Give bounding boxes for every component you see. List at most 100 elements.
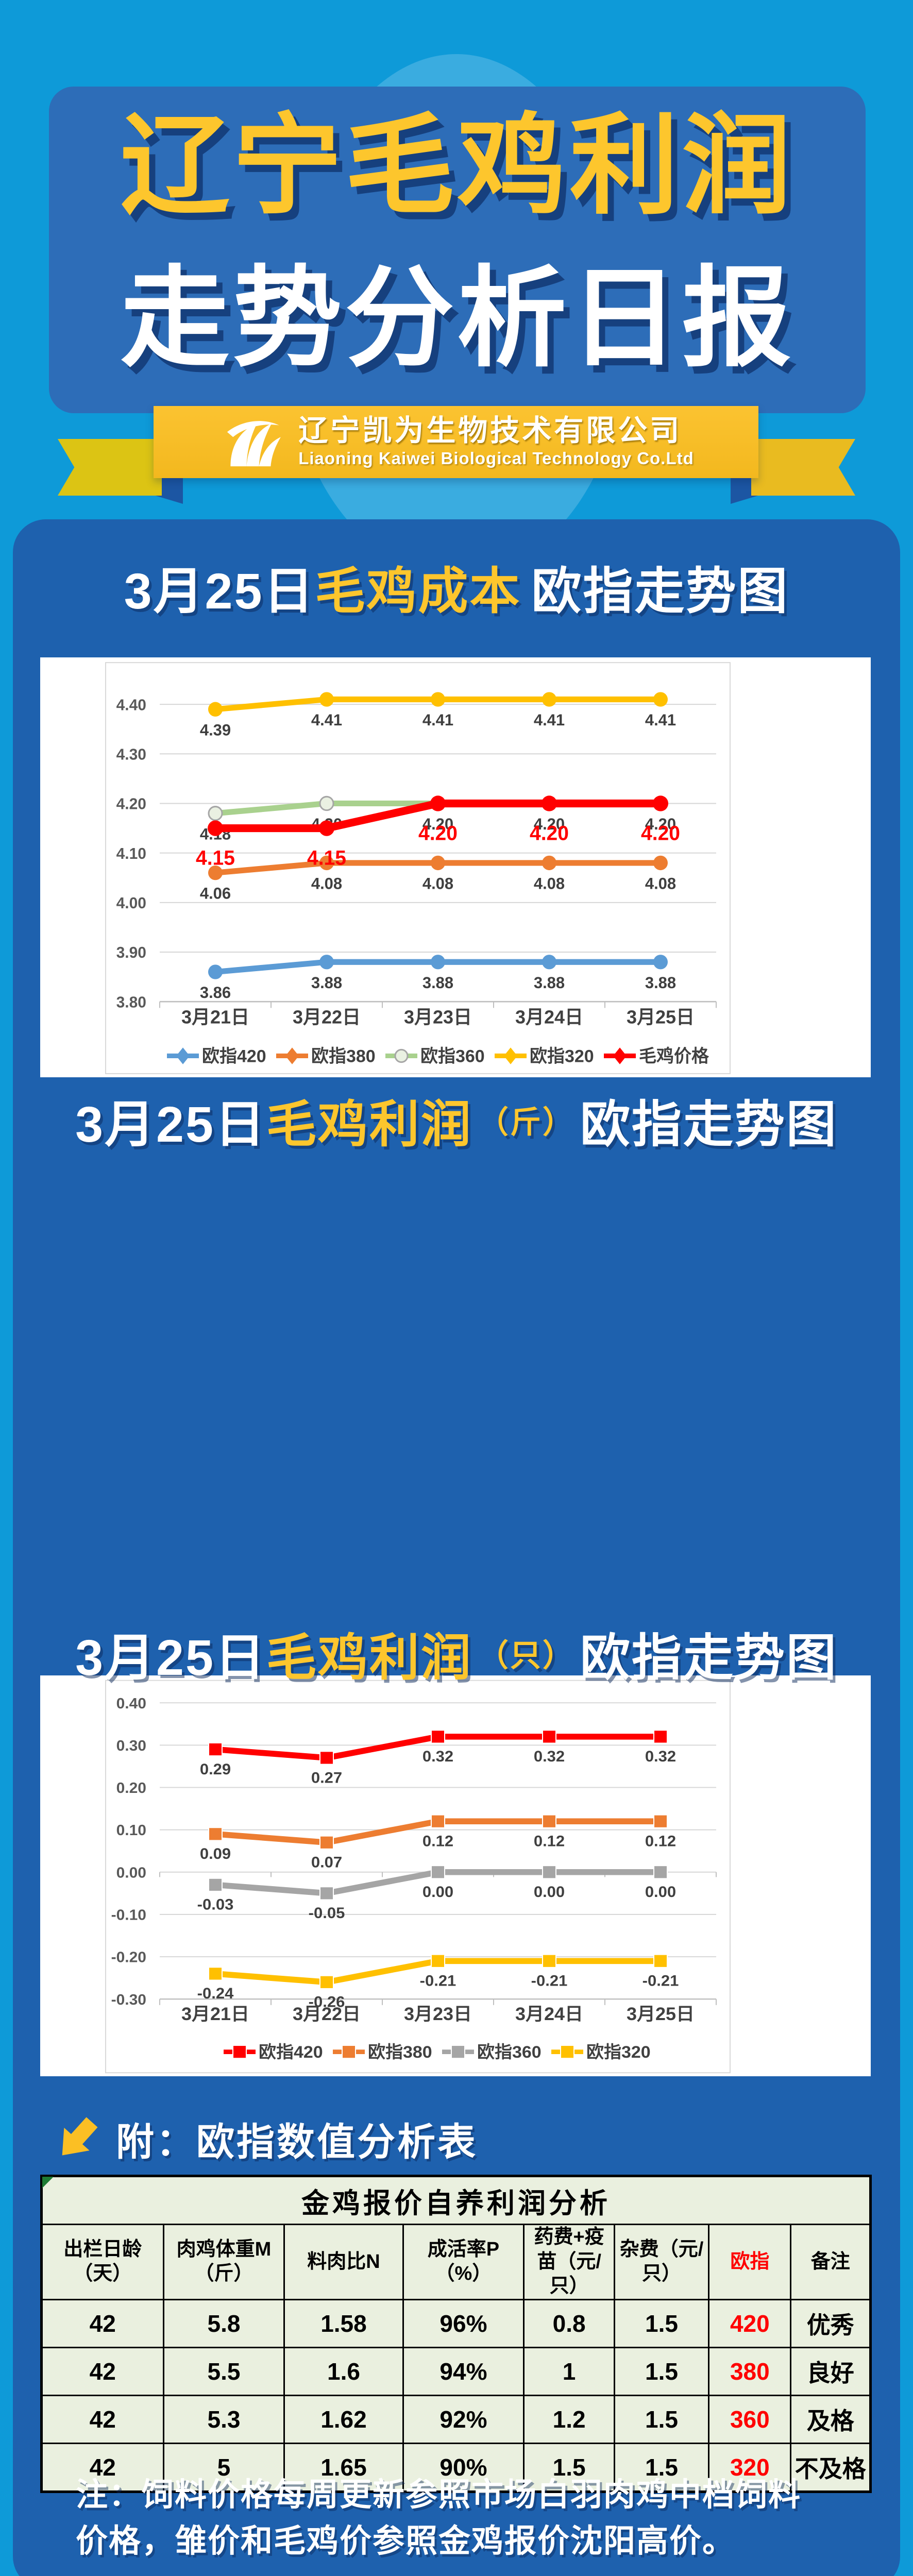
footnote: 注：饲料价格每周更新参照市场白羽肉鸡中档饲料 价格，雏价和毛鸡价参照金鸡报价沈阳… [76,2472,859,2565]
table-cell: 1.65 [283,2442,404,2493]
ribbon-tail-right [751,439,855,496]
yellow-arrow-icon [62,2116,98,2155]
profit-analysis-table: 金鸡报价自养利润分析 出栏日龄（天） 肉鸡体重M（斤） 料肉比N 成活率P（%） 药费+… [40,2175,872,2493]
table-col-header: 料肉比N [283,2224,404,2300]
table-cell: 96% [402,2298,525,2348]
svg-text:4.08: 4.08 [311,874,342,892]
svg-text:4.41: 4.41 [311,711,342,729]
table-cell: 1.5 [613,2442,710,2493]
svg-text:3月23日: 3月23日 [404,1007,472,1028]
svg-text:4.20: 4.20 [116,795,146,812]
svg-text:-0.24: -0.24 [197,1985,234,2002]
svg-text:4.41: 4.41 [534,711,565,729]
svg-text:4.20: 4.20 [534,815,565,833]
table-cell: 不及格 [790,2442,871,2493]
table-cell: 360 [708,2394,792,2444]
table-col-header: 欧指 [708,2224,792,2300]
svg-text:3.88: 3.88 [534,974,565,992]
table-cell: 及格 [790,2394,871,2444]
table-cell: 1.58 [283,2298,404,2348]
svg-text:3月25日: 3月25日 [627,2004,695,2024]
table-cell: 5.5 [162,2346,285,2396]
svg-text:4.08: 4.08 [645,874,676,892]
table-cell: 42 [41,2346,164,2396]
chart-section-profit-bird: 3月25日 毛鸡利润 （只） 欧指走势图 2.001.501.000.500.0… [13,1617,900,1689]
analysis-table: 金鸡报价自养利润分析 出栏日龄（天） 肉鸡体重M（斤） 料肉比N 成活率P（%） 药费+… [40,2175,872,2493]
table-cell: 5.8 [162,2298,285,2348]
table-cell: 优秀 [790,2298,871,2348]
svg-text:0.12: 0.12 [422,1833,453,1850]
table-cell: 92% [402,2394,525,2444]
svg-text:欧指320: 欧指320 [530,1046,594,1066]
svg-text:4.15: 4.15 [307,846,346,869]
svg-text:0.07: 0.07 [311,1854,342,1871]
chart2-title: 3月25日 毛鸡利润 （斤） 欧指走势图 [13,1083,900,1156]
svg-text:-0.21: -0.21 [531,1972,568,1989]
svg-text:0.12: 0.12 [645,1833,676,1850]
svg-text:0.29: 0.29 [200,1760,231,1777]
table-cell: 1.2 [523,2394,615,2444]
svg-text:4.08: 4.08 [534,874,565,892]
svg-text:欧指320: 欧指320 [586,2043,651,2062]
table-cell: 1.5 [523,2442,615,2493]
main-title-line1: 辽宁毛鸡利润 [120,105,794,227]
svg-text:4.41: 4.41 [645,711,676,729]
svg-text:3.88: 3.88 [311,974,342,992]
company-names: 辽宁凯为生物技术有限公司 Liaoning Kaiwei Biological … [298,414,694,470]
svg-text:欧指380: 欧指380 [311,1046,376,1066]
svg-text:4.41: 4.41 [422,711,453,729]
svg-text:3.88: 3.88 [645,974,676,992]
table-cell: 5 [162,2442,285,2493]
table-cell: 90% [402,2442,525,2493]
svg-text:4.20: 4.20 [418,822,458,844]
chart3-title-suffix: 欧指走势图 [580,1629,838,1686]
svg-text:3月24日: 3月24日 [515,2004,583,2024]
svg-text:4.20: 4.20 [645,815,676,833]
svg-text:4.08: 4.08 [422,874,453,892]
svg-text:-0.05: -0.05 [309,1905,345,1922]
company-logo-icon [227,421,281,467]
chart3-title-prefix: 3月25日 [75,1629,266,1686]
table-cell: 1.5 [613,2346,710,2396]
table-cell: 1.5 [613,2298,710,2348]
svg-text:-0.21: -0.21 [643,1972,679,1989]
svg-text:0.12: 0.12 [534,1833,565,1850]
chart1-card: 4.40 4.30 4.20 4.10 4.00 3.90 3.80 3月21日 3月22日 3月… [40,657,871,1077]
svg-text:3.90: 3.90 [116,944,146,961]
svg-text:0.10: 0.10 [116,1822,146,1839]
footnote-line1: 注：饲料价格每周更新参照市场白羽肉鸡中档饲料 [76,2477,802,2513]
profit-per-jin-line-chart: 0.40 0.30 0.20 0.10 0.00 -0.10 -0.20 -0.30 3月21日… [105,1680,731,2074]
svg-text:欧指360: 欧指360 [420,1046,485,1066]
svg-text:-0.21: -0.21 [420,1972,457,1989]
svg-text:4.06: 4.06 [200,885,231,903]
table-cell: 42 [41,2394,164,2444]
chart2-card: 0.40 0.30 0.20 0.10 0.00 -0.10 -0.20 -0.30 3月21日… [40,1675,871,2076]
table-row: 42 5 1.65 90% 1.5 1.5 320 不及格 [41,2442,871,2493]
chart2-title-suffix: 欧指走势图 [580,1096,838,1153]
svg-text:0.20: 0.20 [116,1780,146,1797]
main-title-line2: 走势分析日报 [120,257,794,379]
svg-text:3月21日: 3月21日 [181,2004,249,2024]
table-row: 42 5.8 1.58 96% 0.8 1.5 420 优秀 [41,2298,871,2348]
svg-text:4.00: 4.00 [116,895,146,912]
chart-section-profit-jin: 3月25日 毛鸡利润 （斤） 欧指走势图 0.40 0.30 0.20 0.10 0.0… [13,1083,900,2076]
chart1-title-suffix: 欧指走势图 [531,563,789,619]
svg-text:0.27: 0.27 [311,1769,342,1786]
svg-text:欧指420: 欧指420 [202,1046,266,1066]
table-title: 金鸡报价自养利润分析 [41,2175,871,2225]
svg-text:欧指360: 欧指360 [477,2043,542,2062]
chart3-title-paren: （只） [477,1638,575,1673]
svg-text:4.39: 4.39 [200,721,231,739]
svg-text:3.88: 3.88 [422,974,453,992]
svg-text:4.20: 4.20 [422,815,453,833]
chart-section-cost: 3月25日 毛鸡成本 欧指走势图 4.40 4.30 4.20 4.10 4.00 3.9… [13,550,900,1077]
analysis-header-text: 附：欧指数值分析表 [116,2121,478,2163]
table-cell: 1.5 [613,2394,710,2444]
table-row: 42 5.3 1.62 92% 1.2 1.5 360 及格 [41,2394,871,2444]
svg-text:3月25日: 3月25日 [627,1007,695,1028]
analysis-header-row: 附：欧指数值分析表 [53,2111,478,2166]
table-cell: 1 [523,2346,615,2396]
table-title-row: 金鸡报价自养利润分析 [41,2175,871,2225]
svg-text:0.00: 0.00 [422,1884,453,1901]
chart2-title-paren: （斤） [477,1105,575,1140]
